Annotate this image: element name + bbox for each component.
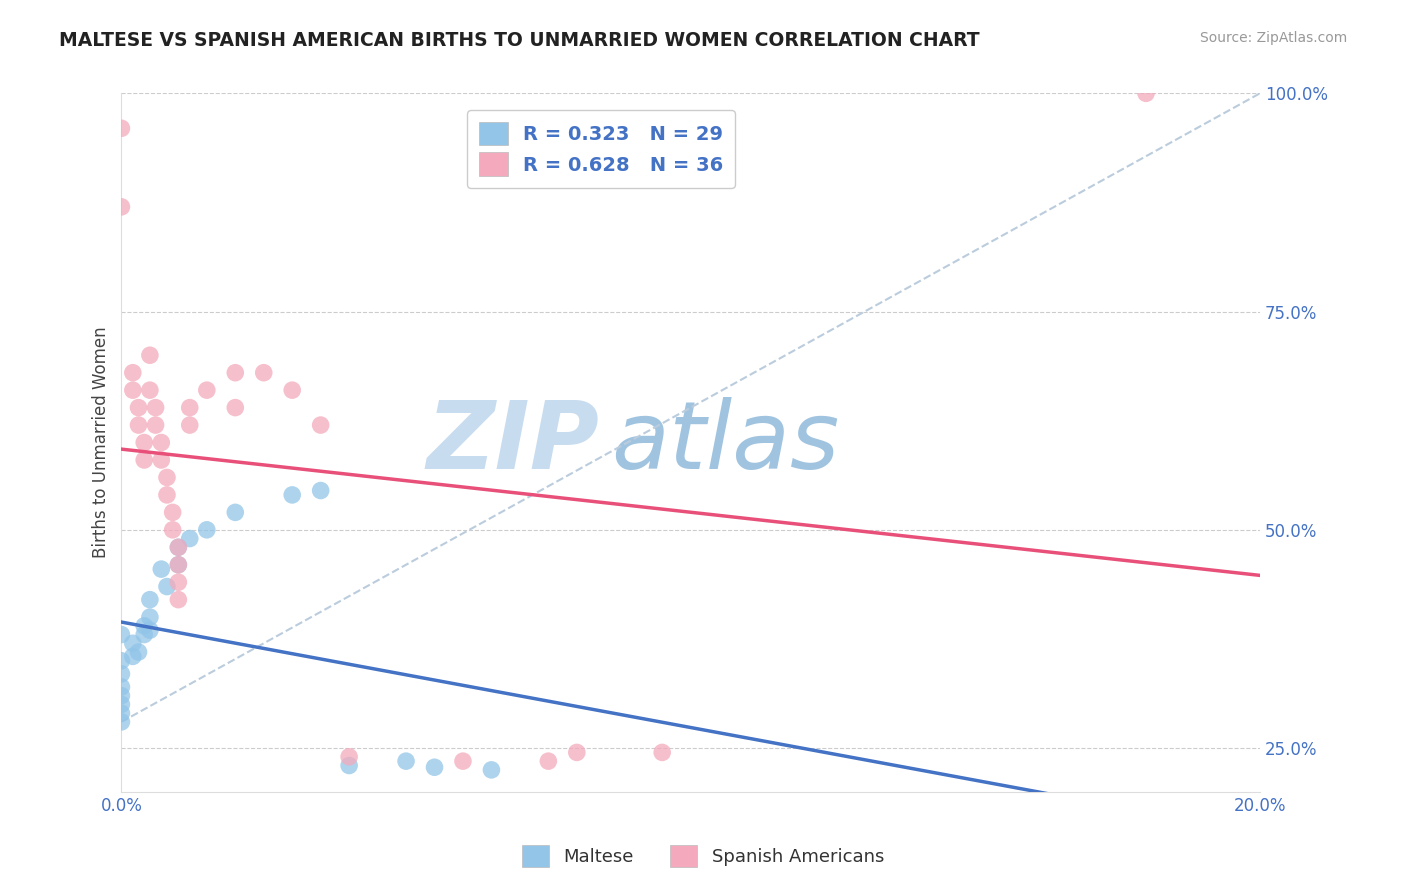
Point [134, 619, 156, 633]
Point [537, 754, 560, 768]
Point [110, 121, 132, 136]
Point [156, 470, 179, 484]
Point [128, 418, 150, 433]
Point [253, 366, 276, 380]
Point [451, 754, 474, 768]
Point [195, 523, 218, 537]
Point [110, 200, 132, 214]
Point [167, 558, 190, 572]
Point [110, 714, 132, 729]
Point [134, 453, 156, 467]
Point [110, 666, 132, 681]
Point [145, 401, 167, 415]
Point [110, 689, 132, 703]
Point [150, 435, 173, 450]
Point [121, 649, 143, 664]
Point [309, 418, 332, 433]
Point [179, 532, 201, 546]
Point [481, 763, 503, 777]
Point [128, 645, 150, 659]
Text: Source: ZipAtlas.com: Source: ZipAtlas.com [1199, 31, 1347, 45]
Point [1135, 87, 1157, 101]
Point [110, 706, 132, 720]
Legend: R = 0.323   N = 29, R = 0.628   N = 36: R = 0.323 N = 29, R = 0.628 N = 36 [467, 110, 735, 187]
Point [139, 610, 162, 624]
Point [179, 418, 201, 433]
Point [110, 698, 132, 712]
Point [150, 562, 173, 576]
Point [128, 401, 150, 415]
Point [167, 558, 190, 572]
Point [134, 435, 156, 450]
Point [395, 754, 418, 768]
Point [110, 680, 132, 694]
Text: MALTESE VS SPANISH AMERICAN BIRTHS TO UNMARRIED WOMEN CORRELATION CHART: MALTESE VS SPANISH AMERICAN BIRTHS TO UN… [59, 31, 980, 50]
Point [156, 580, 179, 594]
Point [337, 749, 360, 764]
Text: ZIP: ZIP [426, 397, 599, 489]
Point [167, 592, 190, 607]
Point [162, 523, 184, 537]
Point [281, 383, 304, 397]
Point [110, 654, 132, 668]
Point [139, 348, 162, 362]
Point [167, 541, 190, 555]
Point [167, 575, 190, 590]
Point [121, 383, 143, 397]
Point [565, 746, 588, 760]
Point [179, 401, 201, 415]
Point [110, 627, 132, 641]
Point [121, 636, 143, 650]
Point [281, 488, 304, 502]
Point [134, 627, 156, 641]
Point [309, 483, 332, 498]
Point [651, 746, 673, 760]
Point [121, 366, 143, 380]
Point [423, 760, 446, 774]
Point [167, 541, 190, 555]
Point [139, 624, 162, 638]
Text: atlas: atlas [612, 397, 839, 488]
Point [224, 505, 246, 519]
Point [224, 366, 246, 380]
Point [337, 758, 360, 772]
Legend: Maltese, Spanish Americans: Maltese, Spanish Americans [515, 838, 891, 874]
Y-axis label: Births to Unmarried Women: Births to Unmarried Women [93, 326, 110, 558]
Point [145, 418, 167, 433]
Point [195, 383, 218, 397]
Point [150, 453, 173, 467]
Point [224, 401, 246, 415]
Point [139, 592, 162, 607]
Point [156, 488, 179, 502]
Point [162, 505, 184, 519]
Point [139, 383, 162, 397]
